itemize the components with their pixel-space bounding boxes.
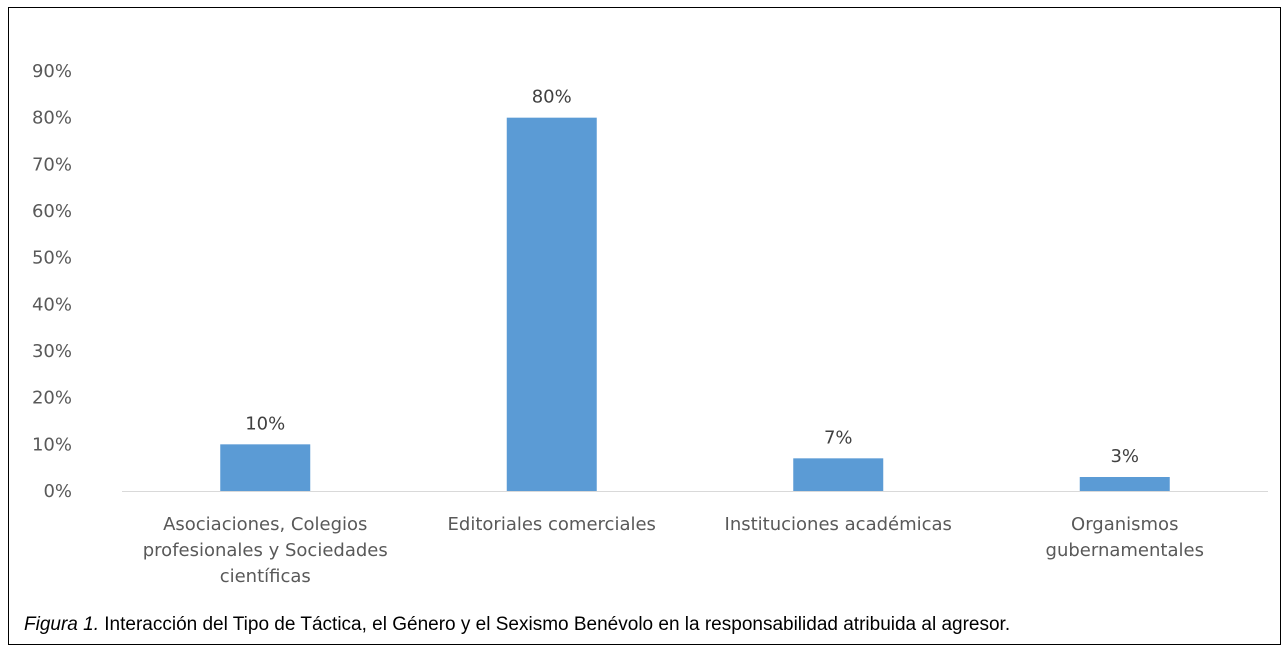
data-label: 10% (245, 413, 285, 434)
y-tick-label: 0% (43, 481, 72, 502)
caption-text: Interacción del Tipo de Táctica, el Géne… (98, 614, 1011, 635)
y-tick-label: 20% (32, 388, 72, 409)
y-tick-label: 30% (32, 341, 72, 362)
category-label: Instituciones académicas (725, 514, 952, 535)
bar (506, 117, 597, 492)
category-label: Organismos (1071, 514, 1178, 535)
bar (1079, 477, 1170, 491)
y-tick-label: 40% (32, 294, 72, 315)
category-label: profesionales y Sociedades (143, 540, 388, 561)
bar (793, 458, 884, 491)
data-label: 3% (1110, 446, 1139, 467)
y-tick-label: 90% (32, 61, 72, 82)
y-tick-label: 80% (32, 108, 72, 129)
y-tick-label: 70% (32, 154, 72, 175)
y-tick-label: 50% (32, 248, 72, 269)
y-tick-label: 10% (32, 434, 72, 455)
category-label: Asociaciones, Colegios (163, 514, 367, 535)
bar-chart: 0% 10% 20% 30% 40% 50% 60% 70% 80% 90% 10% Asociaci… (32, 61, 1268, 587)
figure-caption: Figura 1. Interacción del Tipo de Táctic… (24, 614, 1010, 636)
data-label: 80% (532, 87, 572, 108)
category-label: científicas (220, 566, 311, 587)
data-label: 7% (824, 427, 853, 448)
bar (220, 444, 311, 491)
figure-frame (8, 7, 1281, 645)
y-tick-label: 60% (32, 201, 72, 222)
category-label: Editoriales comerciales (448, 514, 656, 535)
category-label: gubernamentales (1046, 540, 1204, 561)
figure-label: Figura 1. (24, 614, 99, 635)
